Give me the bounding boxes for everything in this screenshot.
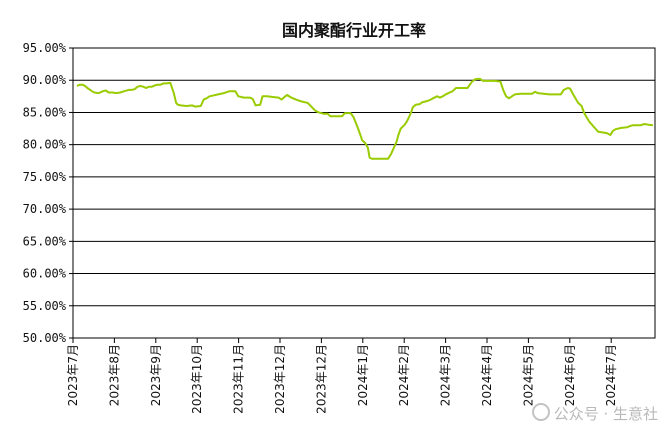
y-tick-label: 90.00% bbox=[23, 73, 67, 87]
x-tick-label: 2023年10月 bbox=[190, 344, 204, 414]
y-axis-ticks: 50.00% 55.00% 60.00% 65.00% 70.00% 75.00% 80.0… bbox=[23, 41, 73, 345]
wechat-channel-icon bbox=[531, 403, 550, 421]
y-tick-label: 80.00% bbox=[23, 138, 67, 152]
x-tick-label: 2023年8月 bbox=[107, 344, 121, 406]
x-tick-label: 2023年12月 bbox=[314, 344, 328, 414]
x-tick-label: 2023年9月 bbox=[149, 344, 163, 406]
plot-area bbox=[72, 47, 656, 339]
x-tick-label: 2023年11月 bbox=[232, 344, 246, 414]
y-tick-label: 75.00% bbox=[23, 170, 67, 184]
y-tick-label: 50.00% bbox=[23, 331, 67, 345]
x-tick-label: 2023年7月 bbox=[66, 344, 80, 406]
x-tick-label: 2024年6月 bbox=[563, 344, 577, 406]
x-tick-label: 2023年12月 bbox=[273, 344, 287, 414]
chart-title: 国内聚酯行业开工率 bbox=[282, 21, 426, 40]
y-tick-label: 70.00% bbox=[23, 202, 67, 216]
watermark: 公众号 · 生意社 bbox=[531, 403, 658, 424]
x-tick-label: 2024年1月 bbox=[356, 344, 370, 406]
series-line bbox=[76, 77, 654, 160]
y-tick-label: 55.00% bbox=[23, 299, 67, 313]
y-tick-label: 60.00% bbox=[23, 267, 67, 281]
x-tick-label: 2024年5月 bbox=[521, 344, 535, 406]
x-tick-label: 2024年4月 bbox=[480, 344, 494, 406]
x-tick-label: 2024年2月 bbox=[397, 344, 411, 406]
x-axis-ticks: 2023年7月 2023年8月 2023年9月 2023年10月 2023年11月 202… bbox=[66, 338, 618, 414]
y-tick-label: 85.00% bbox=[23, 105, 67, 119]
watermark-text: 公众号 · 生意社 bbox=[553, 405, 658, 423]
x-tick-label: 2024年7月 bbox=[604, 344, 618, 406]
x-tick-label: 2024年3月 bbox=[439, 344, 453, 406]
y-tick-label: 65.00% bbox=[23, 234, 67, 248]
grid-lines bbox=[73, 79, 655, 307]
y-tick-label: 95.00% bbox=[23, 41, 67, 55]
